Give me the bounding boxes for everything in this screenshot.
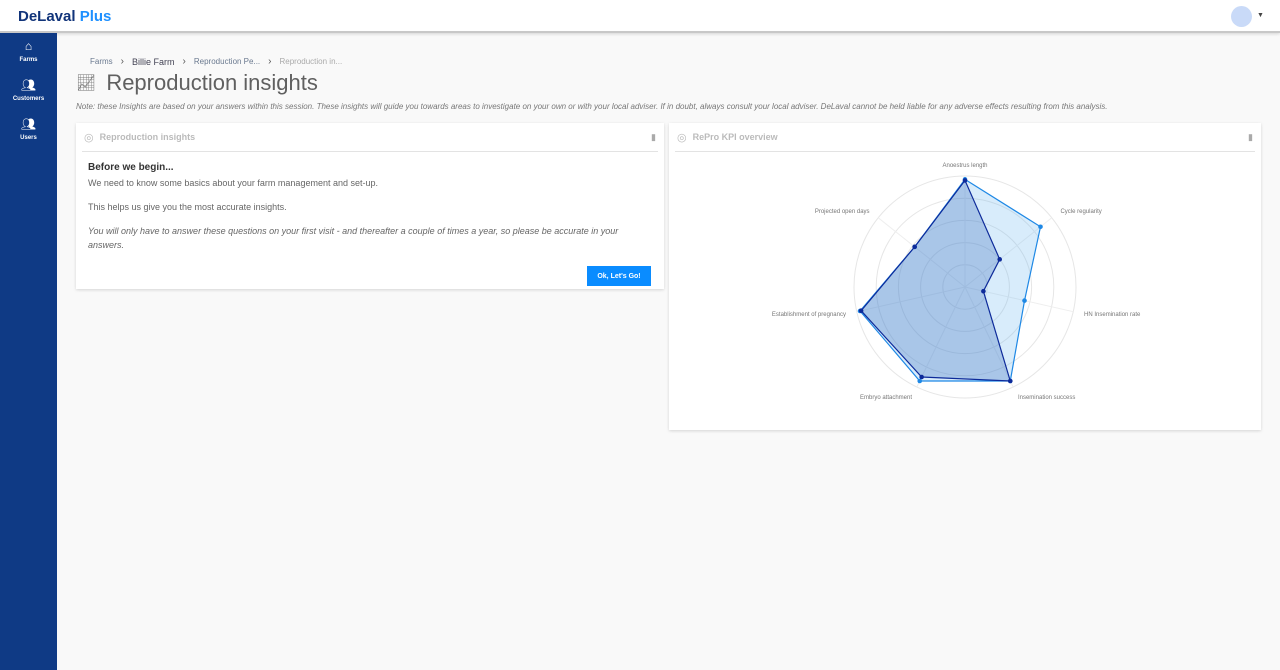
sidebar-item-customers[interactable]: 👥︎ Customers	[0, 72, 57, 111]
page-header: 📈︎ Reproduction insights	[76, 70, 318, 96]
people-icon: 👥︎	[20, 117, 37, 131]
data-point	[1038, 224, 1043, 230]
data-point	[858, 308, 864, 314]
intro-text: We need to know some basics about your f…	[88, 178, 378, 188]
data-point	[1022, 298, 1027, 303]
breadcrumb-farms[interactable]: Farms	[90, 57, 113, 66]
card-heading: Before we begin...	[88, 162, 174, 173]
axis-label: Cycle regularity	[1060, 209, 1101, 215]
chevron-right-icon: ›	[182, 56, 186, 67]
data-point	[997, 257, 1003, 262]
intro-text: This helps us give you the most accurate…	[88, 202, 287, 212]
sidebar-item-label: Customers	[12, 96, 45, 102]
top-bar: DeLaval Plus ▼	[0, 0, 1280, 33]
lets-go-button[interactable]: Ok, Let's Go!	[587, 266, 651, 286]
book-icon[interactable]: ▮	[1248, 131, 1253, 142]
logo-main: DeLaval	[18, 8, 76, 25]
axis-line	[964, 217, 1053, 288]
breadcrumb-farm[interactable]: Billie Farm	[132, 56, 175, 67]
data-point	[917, 378, 923, 384]
series-area	[860, 179, 1012, 382]
axis-label: Projected open days	[815, 209, 870, 215]
breadcrumb-reproduction-performance[interactable]: Reproduction Pe...	[193, 57, 261, 66]
axis-line	[916, 286, 966, 388]
axis-line	[964, 286, 1014, 388]
trend-chart-icon: 📈︎	[76, 75, 97, 92]
axis-label: Insemination success	[1018, 395, 1075, 401]
reproduction-insights-card: ◎ Reproduction insights ▮ Before we begin.…	[76, 123, 664, 289]
data-point	[919, 374, 924, 380]
farm-icon: ⌂	[24, 39, 33, 53]
sidebar-item-users[interactable]: 👥︎ Users	[0, 111, 57, 150]
axis-label: HN Insemination rate	[1084, 312, 1141, 318]
card-title: Reproduction insights	[99, 132, 196, 142]
book-icon[interactable]: ▮	[651, 131, 656, 142]
axis-label: Embryo attachment	[860, 395, 912, 401]
sidebar: ⌂ Farms 👥︎ Customers 👥︎ Users	[0, 33, 57, 670]
disclaimer-note: Note: these Insights are based on your a…	[76, 102, 1108, 111]
people-icon: 👥︎	[20, 78, 37, 92]
axis-label: Establishment of pregnancy	[772, 312, 846, 318]
data-point	[1007, 378, 1013, 384]
axis-label: Anoestrus length	[942, 163, 987, 169]
insights-icon: ◎	[84, 131, 94, 144]
insights-icon: ◎	[677, 131, 687, 144]
sidebar-item-farms[interactable]: ⌂ Farms	[0, 33, 57, 72]
data-point	[981, 288, 986, 294]
sidebar-item-label: Users	[20, 135, 37, 141]
logo-accent: Plus	[79, 8, 112, 25]
chevron-right-icon: ›	[268, 56, 272, 67]
page-title: Reproduction insights	[106, 70, 318, 95]
chevron-right-icon: ›	[120, 56, 125, 67]
data-point	[962, 178, 968, 183]
intro-text: You will only have to answer these quest…	[88, 226, 619, 250]
breadcrumb: Farms › Billie Farm › Reproduction Pe... › …	[90, 56, 342, 67]
kpi-overview-card: ◎ RePro KPI overview ▮ Anoestrus length Cyc…	[669, 123, 1261, 430]
caret-down-icon[interactable]: ▼	[1257, 12, 1264, 19]
card-title: RePro KPI overview	[692, 132, 778, 142]
data-point	[912, 244, 917, 250]
radar-chart: Anoestrus length Cycle regularity HN Insem…	[772, 163, 1141, 401]
axis-line	[877, 217, 966, 288]
logo[interactable]: DeLaval Plus	[18, 8, 111, 25]
sidebar-item-label: Farms	[19, 57, 38, 63]
axis-line	[856, 286, 966, 313]
breadcrumb-current: Reproduction in...	[279, 57, 343, 66]
user-avatar[interactable]	[1231, 6, 1252, 27]
